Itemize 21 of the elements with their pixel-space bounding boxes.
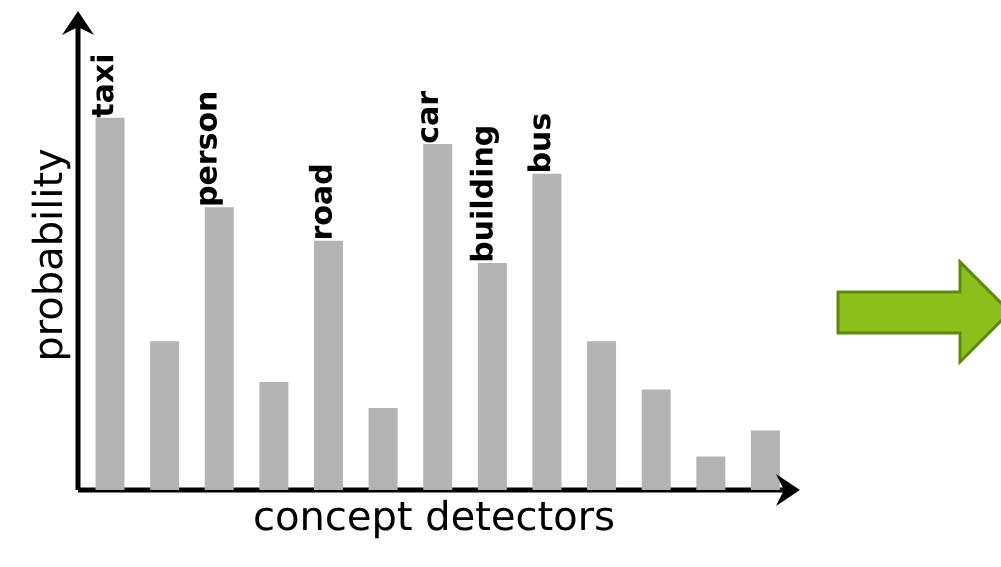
x-tick-label: taxi — [90, 55, 114, 118]
x-tick-label: road — [308, 165, 333, 238]
x-tick-label: car — [421, 90, 439, 143]
bar — [368, 408, 398, 490]
x-tick-label: bus — [527, 114, 551, 171]
x-tick-label: building — [469, 127, 499, 261]
y-axis-title: probability — [31, 149, 71, 359]
bar — [95, 117, 125, 490]
bar — [477, 262, 507, 490]
bar — [423, 143, 453, 490]
x-axis-title: concept detectors — [255, 499, 613, 539]
bar — [641, 389, 671, 490]
bar — [750, 430, 780, 490]
bar — [259, 382, 289, 490]
bar — [204, 207, 234, 490]
bar — [696, 456, 726, 490]
bar — [532, 173, 562, 490]
bar — [587, 341, 617, 490]
x-tick-label: person — [199, 92, 223, 205]
bar — [150, 341, 180, 490]
bar — [313, 240, 343, 490]
